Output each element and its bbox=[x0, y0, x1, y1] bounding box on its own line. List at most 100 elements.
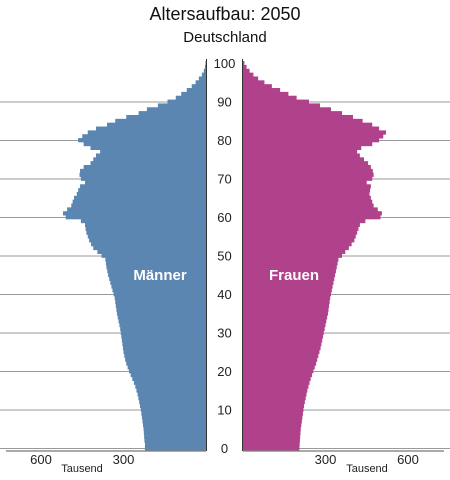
bar-women-age-5 bbox=[243, 426, 301, 432]
x-tick-left-300: 300 bbox=[113, 452, 135, 467]
bar-women-age-10 bbox=[243, 407, 304, 412]
bar-women-age-52 bbox=[243, 245, 349, 251]
bar-women-age-78 bbox=[243, 145, 362, 151]
bar-men-age-28 bbox=[121, 338, 206, 343]
bar-women-age-84 bbox=[243, 122, 373, 127]
bar-women-age-37 bbox=[243, 303, 330, 308]
bar-men-age-18 bbox=[132, 376, 206, 382]
bar-men-age-49 bbox=[105, 257, 206, 262]
bar-women-age-64 bbox=[243, 199, 373, 204]
bar-women-age-42 bbox=[243, 284, 333, 289]
bar-women-age-77 bbox=[243, 149, 358, 154]
bar-women-age-92 bbox=[243, 91, 289, 97]
bar-men-age-59 bbox=[80, 218, 206, 224]
bar-men-age-16 bbox=[135, 384, 206, 389]
bar-men-age-74 bbox=[90, 161, 206, 166]
bar-men-age-30 bbox=[120, 330, 206, 335]
bar-women-age-56 bbox=[243, 230, 358, 235]
bar-women-age-43 bbox=[243, 280, 334, 285]
bar-women-age-55 bbox=[243, 234, 356, 239]
bar-women-age-34 bbox=[243, 315, 328, 320]
bar-men-age-60 bbox=[65, 215, 206, 220]
bar-men-age-25 bbox=[123, 349, 206, 355]
bar-men-age-47 bbox=[106, 265, 206, 270]
bar-men-age-56 bbox=[86, 230, 206, 235]
bar-men-age-24 bbox=[124, 353, 206, 358]
bar-men-age-89 bbox=[157, 103, 206, 108]
bar-women-age-81 bbox=[243, 134, 384, 139]
bar-women-age-25 bbox=[243, 349, 320, 355]
bar-men-age-5 bbox=[143, 426, 206, 432]
bar-men-age-75 bbox=[93, 157, 206, 162]
bar-women-age-83 bbox=[243, 126, 380, 131]
series-label-men: Männer bbox=[133, 267, 187, 284]
bar-men-age-65 bbox=[74, 195, 206, 201]
bar-women-age-66 bbox=[243, 191, 370, 197]
bar-men-age-40 bbox=[113, 292, 206, 297]
bar-women-age-40 bbox=[243, 292, 331, 297]
x-axis-ticks: 600 300 300 600 Tausend Tausend bbox=[30, 452, 419, 475]
bar-women-age-58 bbox=[243, 222, 360, 228]
age-tick-80: 80 bbox=[217, 133, 231, 148]
bar-women-age-54 bbox=[243, 238, 355, 243]
bar-men-age-92 bbox=[181, 91, 206, 97]
bar-men-age-29 bbox=[121, 334, 206, 339]
age-tick-0: 0 bbox=[221, 441, 228, 456]
bar-men-age-54 bbox=[89, 238, 206, 243]
bar-women-age-36 bbox=[243, 307, 329, 312]
bar-men-age-95 bbox=[195, 80, 206, 85]
bar-men-age-23 bbox=[125, 357, 206, 362]
bar-men-age-8 bbox=[141, 415, 206, 420]
bar-women-age-63 bbox=[243, 203, 374, 208]
x-tick-right-300: 300 bbox=[315, 452, 337, 467]
bar-women-age-96 bbox=[243, 76, 259, 81]
bar-women-age-12 bbox=[243, 399, 305, 405]
bar-women-age-91 bbox=[243, 95, 297, 100]
bar-men-age-52 bbox=[93, 245, 206, 251]
bar-men-age-88 bbox=[146, 107, 206, 112]
age-tick-70: 70 bbox=[217, 172, 231, 187]
bar-women-age-20 bbox=[243, 369, 314, 374]
bar-men-age-98 bbox=[203, 68, 206, 74]
bar-men-age-43 bbox=[110, 280, 206, 285]
bar-men-age-15 bbox=[136, 388, 206, 393]
age-axis-ticks: 0 10 20 30 40 50 60 70 80 90 100 bbox=[214, 56, 236, 456]
bar-men-age-21 bbox=[127, 365, 206, 370]
bar-women-age-60 bbox=[243, 215, 381, 220]
bar-women-age-35 bbox=[243, 311, 328, 316]
grid-lines bbox=[0, 101, 450, 449]
bar-women-age-99 bbox=[243, 64, 247, 70]
bar-women-age-14 bbox=[243, 392, 307, 397]
bar-men-age-13 bbox=[138, 396, 206, 401]
bar-men-age-11 bbox=[140, 403, 206, 408]
bar-men-age-32 bbox=[119, 322, 206, 328]
bar-women-age-85 bbox=[243, 118, 363, 124]
bar-women-age-68 bbox=[243, 184, 371, 189]
age-tick-40: 40 bbox=[217, 287, 231, 302]
bar-men-age-57 bbox=[85, 226, 206, 231]
bar-men-age-97 bbox=[201, 72, 206, 77]
bar-men-age-69 bbox=[85, 180, 206, 185]
bar-women-age-41 bbox=[243, 288, 332, 293]
bar-women-age-15 bbox=[243, 388, 308, 393]
bar-men-age-14 bbox=[137, 392, 206, 397]
bar-men-age-37 bbox=[115, 303, 206, 308]
bar-men-age-81 bbox=[82, 134, 206, 139]
x-tick-left-600: 600 bbox=[30, 452, 52, 467]
bar-men-age-38 bbox=[115, 299, 206, 305]
bar-women-age-6 bbox=[243, 422, 302, 428]
bar-men-age-45 bbox=[108, 272, 206, 278]
bar-women-age-2 bbox=[243, 438, 300, 443]
bar-men-age-46 bbox=[107, 268, 206, 274]
bar-women-age-49 bbox=[243, 257, 339, 262]
bar-women-age-17 bbox=[243, 380, 310, 385]
bar-women-age-4 bbox=[243, 430, 301, 435]
bar-men-age-77 bbox=[100, 149, 206, 154]
bar-women-age-26 bbox=[243, 345, 321, 351]
bar-men-age-91 bbox=[175, 95, 206, 100]
men-bars-group bbox=[63, 61, 206, 451]
bar-women-age-89 bbox=[243, 103, 320, 108]
bar-men-age-99 bbox=[204, 64, 206, 70]
bar-women-age-88 bbox=[243, 107, 331, 112]
bar-women-age-21 bbox=[243, 365, 315, 370]
